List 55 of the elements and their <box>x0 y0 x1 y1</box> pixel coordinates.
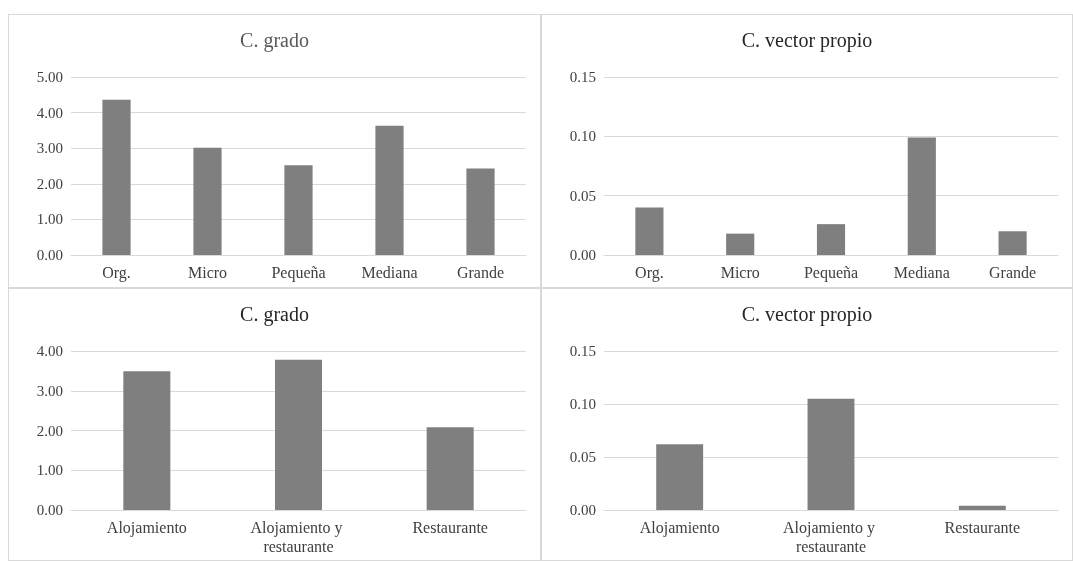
bar <box>375 125 404 255</box>
y-tick-label: 3.00 <box>36 382 63 399</box>
y-tick-label: 5.00 <box>36 69 63 85</box>
y-tick-label: 0.05 <box>569 187 596 204</box>
y-tick-label: 0.05 <box>569 449 596 465</box>
chart-title: C. vector propio <box>741 29 873 52</box>
bar <box>656 444 704 510</box>
bar <box>726 233 755 255</box>
x-tick-label: Restaurante <box>412 519 488 536</box>
y-tick-label: 4.00 <box>36 343 63 359</box>
bar <box>466 168 495 255</box>
y-tick-label: 2.00 <box>36 422 63 439</box>
y-tick-label: 3.00 <box>36 140 63 157</box>
y-tick-label: 0.00 <box>569 247 596 263</box>
x-tick-label: Micro <box>720 264 760 281</box>
y-tick-label: 0.15 <box>569 343 596 359</box>
y-tick-label: 1.00 <box>36 462 63 479</box>
x-tick-label: Pequeña <box>803 264 859 282</box>
y-tick-label: 0.00 <box>36 247 63 263</box>
y-tick-label: 0.00 <box>569 502 596 518</box>
chart-title: C. grado <box>240 303 309 326</box>
y-tick-label: 2.00 <box>36 175 63 192</box>
bar <box>193 147 222 255</box>
x-tick-label: Mediana <box>361 264 418 281</box>
bar <box>635 207 664 255</box>
x-tick-label: Alojamiento y restaurante <box>250 519 347 555</box>
y-tick-label: 0.15 <box>569 69 596 85</box>
x-tick-label: Org. <box>102 264 131 282</box>
bar <box>807 398 855 510</box>
x-tick-label: Pequeña <box>271 264 326 282</box>
bar <box>958 505 1006 510</box>
y-tick-label: 4.00 <box>36 104 63 121</box>
bar <box>123 371 171 510</box>
bar <box>284 165 313 255</box>
bar <box>102 99 131 255</box>
x-tick-label: Restaurante <box>944 519 1021 536</box>
bar <box>998 231 1027 255</box>
x-tick-label: Org. <box>635 264 664 282</box>
x-tick-label: Alojamiento <box>106 519 187 537</box>
x-tick-label: Alojamiento y restaurante <box>783 519 879 555</box>
chart-title: C. grado <box>240 29 309 52</box>
x-tick-label: Alojamiento <box>639 519 720 537</box>
bar <box>816 224 846 255</box>
bar <box>274 359 323 510</box>
x-tick-label: Grande <box>989 264 1037 281</box>
bar <box>907 137 936 255</box>
x-tick-label: Micro <box>187 264 228 281</box>
y-tick-label: 0.00 <box>36 502 63 518</box>
chart-title: C. vector propio <box>741 303 873 326</box>
bar <box>426 427 474 510</box>
x-tick-label: Mediana <box>893 264 950 281</box>
y-tick-label: 1.00 <box>36 211 63 228</box>
y-tick-label: 0.10 <box>569 128 596 145</box>
y-tick-label: 0.10 <box>569 396 596 412</box>
x-tick-label: Grande <box>456 264 505 281</box>
